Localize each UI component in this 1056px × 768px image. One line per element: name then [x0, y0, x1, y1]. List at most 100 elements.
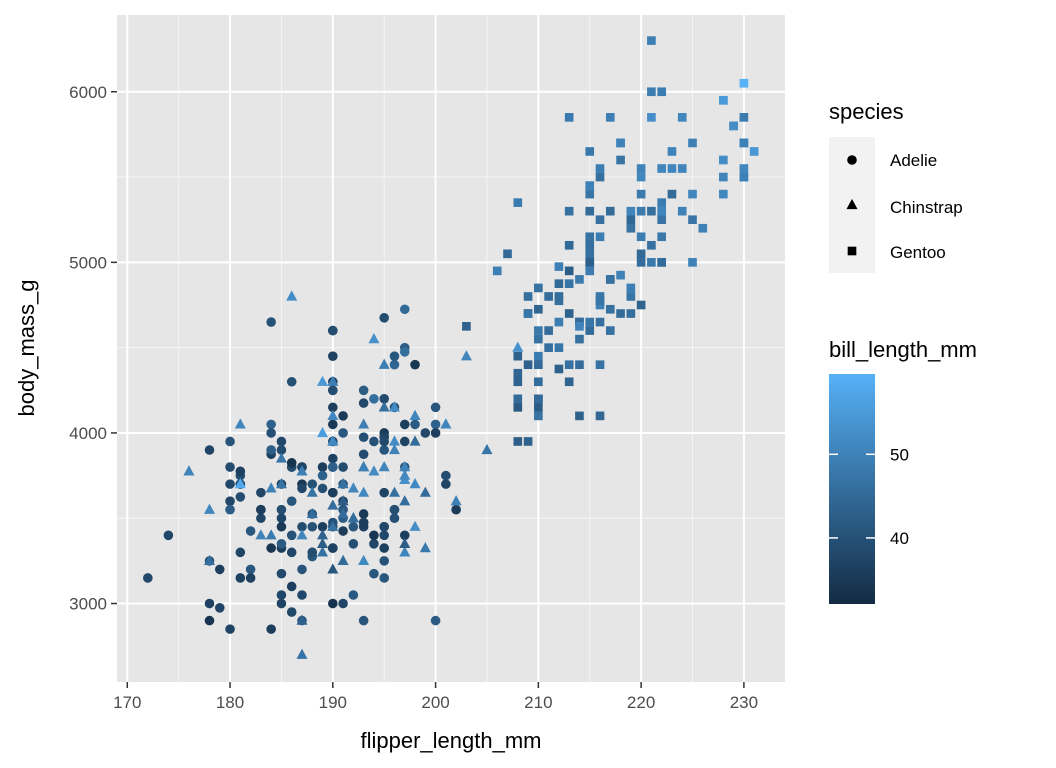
gentoo-point	[575, 334, 584, 344]
chinstrap-point	[317, 375, 329, 386]
adelie-point	[286, 530, 297, 541]
x-tick-label: 200	[421, 693, 449, 712]
gentoo-point	[657, 258, 666, 267]
chinstrap-point	[327, 375, 339, 386]
gentoo-point	[605, 275, 615, 284]
chinstrap-point	[378, 401, 390, 412]
adelie-point	[369, 568, 379, 579]
bill-length-legend-title: bill_length_mm	[829, 337, 977, 362]
adelie-point	[225, 436, 235, 447]
chinstrap-point	[399, 537, 411, 548]
gentoo-point	[657, 164, 666, 173]
chinstrap-point	[337, 478, 349, 489]
adelie-point	[235, 466, 246, 477]
adelie-point	[358, 615, 369, 626]
gentoo-point	[677, 113, 687, 122]
adelie-point	[266, 419, 276, 430]
chinstrap-point	[286, 290, 298, 301]
gentoo-point	[647, 36, 656, 45]
adelie-point	[328, 487, 338, 498]
adelie-point	[358, 398, 369, 408]
adelie-point	[163, 530, 174, 541]
gentoo-point	[462, 322, 471, 331]
gentoo-point	[534, 377, 543, 387]
gentoo-point	[616, 309, 625, 318]
colorbar-tick-label: 50	[890, 445, 909, 464]
gentoo-point	[492, 266, 502, 276]
adelie-point	[286, 581, 297, 592]
adelie-point	[256, 513, 266, 524]
adelie-point	[379, 556, 390, 566]
chinstrap-point	[440, 418, 452, 429]
gentoo-point	[564, 309, 574, 318]
gentoo-point	[739, 172, 749, 182]
gentoo-point	[585, 317, 595, 327]
adelie-point	[276, 436, 287, 447]
gentoo-point	[595, 232, 605, 242]
gentoo-point	[647, 87, 656, 97]
gentoo-point	[739, 113, 749, 122]
adelie-point	[441, 479, 451, 489]
chinstrap-point	[460, 350, 472, 361]
adelie-point	[399, 419, 410, 430]
chinstrap-point	[347, 512, 359, 523]
adelie-point	[338, 428, 348, 438]
gentoo-point	[657, 206, 666, 216]
y-tick-label: 4000	[69, 424, 107, 443]
adelie-point	[358, 509, 369, 519]
adelie-point	[235, 573, 246, 583]
chinstrap-point	[317, 426, 329, 438]
gentoo-point	[688, 138, 697, 148]
chinstrap-point	[399, 460, 411, 472]
adelie-point	[286, 376, 297, 387]
chinstrap-point	[337, 495, 349, 506]
gentoo-point	[626, 215, 636, 225]
chinstrap-point	[337, 554, 349, 566]
gentoo-point	[564, 206, 574, 216]
gentoo-point	[647, 206, 656, 216]
adelie-point	[451, 504, 461, 515]
gentoo-point	[595, 411, 605, 421]
chinstrap-point	[378, 460, 390, 472]
adelie-point	[225, 479, 235, 489]
gentoo-point	[554, 317, 564, 327]
gentoo-point	[585, 147, 595, 156]
gentoo-point	[554, 279, 564, 288]
chinstrap-point	[399, 546, 411, 557]
y-axis-title: body_mass_g	[14, 280, 39, 417]
x-tick-label: 180	[216, 693, 244, 712]
gentoo-point	[657, 232, 666, 242]
adelie-point	[389, 359, 400, 370]
gentoo-point	[595, 317, 605, 327]
gentoo-point	[605, 326, 615, 335]
gentoo-point	[585, 232, 595, 242]
bill-length-legend: bill_length_mm 40 50	[829, 337, 977, 604]
adelie-point	[266, 543, 276, 553]
adelie-point	[297, 590, 307, 600]
gentoo-point	[729, 121, 738, 131]
chinstrap-point	[409, 435, 421, 446]
chinstrap-point	[296, 648, 308, 659]
gentoo-point	[564, 279, 574, 288]
gentoo-point	[719, 189, 728, 199]
adelie-point	[214, 602, 225, 613]
gentoo-point	[585, 181, 595, 190]
adelie-point	[266, 317, 276, 327]
chinstrap-point	[327, 520, 339, 531]
gentoo-point	[595, 172, 605, 182]
y-tick-label: 3000	[69, 595, 107, 614]
gentoo-point	[585, 189, 595, 199]
gentoo-point	[667, 164, 677, 173]
gentoo-legend-key	[847, 246, 857, 256]
adelie-point	[225, 496, 235, 506]
adelie-point	[276, 504, 287, 515]
adelie-point	[266, 445, 276, 455]
adelie-point	[328, 402, 338, 413]
gentoo-point	[544, 326, 553, 335]
chinstrap-point	[388, 435, 400, 446]
chinstrap-point	[419, 542, 431, 553]
adelie-point	[328, 453, 338, 464]
gentoo-point	[636, 189, 646, 199]
gentoo-point	[523, 292, 533, 301]
chinstrap-point	[419, 486, 431, 497]
